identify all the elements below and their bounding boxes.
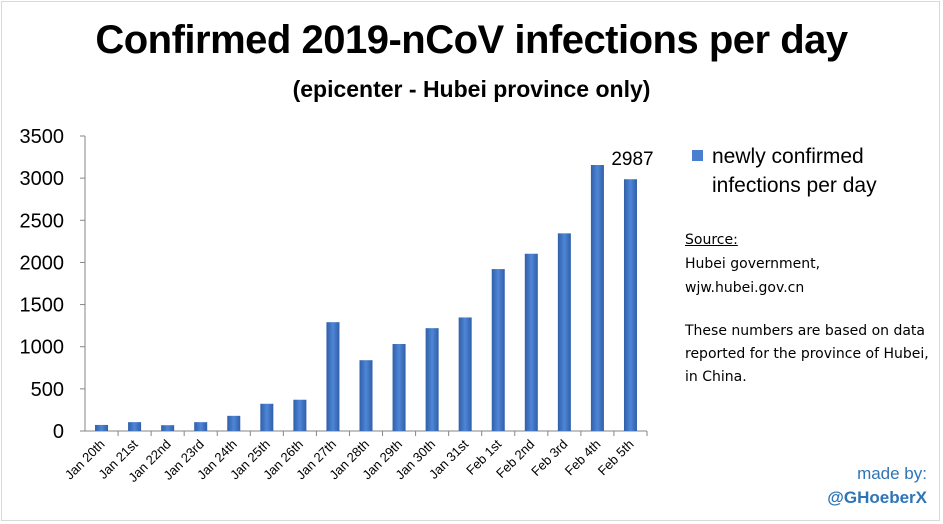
y-tick-label: 1000: [20, 337, 65, 359]
credit-block: made by: @GHoeberX: [827, 462, 927, 510]
bar: [557, 233, 571, 431]
bar: [524, 253, 538, 431]
bar: [359, 360, 373, 431]
y-tick-label: 2000: [20, 252, 65, 274]
bar: [95, 424, 109, 431]
bar: [128, 422, 142, 431]
note-text: These numbers are based on data reported…: [685, 323, 929, 385]
source-line-1: Hubei government,: [685, 256, 821, 272]
legend: newly confirmed infections per day: [692, 142, 912, 200]
bar: [458, 317, 472, 431]
bar: [326, 322, 340, 431]
x-tick-label: Feb 5th: [595, 437, 637, 479]
bar: [227, 415, 241, 431]
source-heading: Source:: [685, 232, 738, 248]
x-tick-label: Feb 3rd: [528, 437, 570, 479]
data-label: 2987: [611, 149, 653, 170]
bar: [260, 403, 274, 431]
y-tick-label: 500: [31, 379, 64, 401]
credit-handle: @GHoeberX: [827, 488, 927, 507]
bar: [161, 425, 175, 431]
bar: [194, 422, 208, 431]
source-line-2: wjw.hubei.gov.cn: [685, 280, 805, 296]
y-tick-label: 0: [53, 421, 64, 443]
legend-label: newly confirmed infections per day: [712, 145, 877, 197]
y-tick-label: 3000: [20, 168, 65, 190]
source-block: Source: Hubei government, wjw.hubei.gov.…: [685, 228, 935, 300]
bar: [293, 399, 307, 431]
y-tick-label: 3500: [20, 126, 65, 148]
bar: [425, 328, 439, 431]
credit-made-by: made by:: [857, 464, 927, 483]
chart-subtitle: (epicenter - Hubei province only): [292, 76, 651, 102]
y-tick-label: 1500: [20, 295, 65, 317]
y-tick-label: 2500: [20, 210, 65, 232]
bar: [590, 164, 604, 431]
chart-title: Confirmed 2019-nCoV infections per day: [95, 18, 848, 62]
bar: [392, 344, 406, 431]
x-tick-label: Feb 4th: [562, 437, 604, 479]
bar: [491, 269, 505, 431]
legend-swatch: [692, 150, 703, 161]
bar: [623, 179, 637, 431]
